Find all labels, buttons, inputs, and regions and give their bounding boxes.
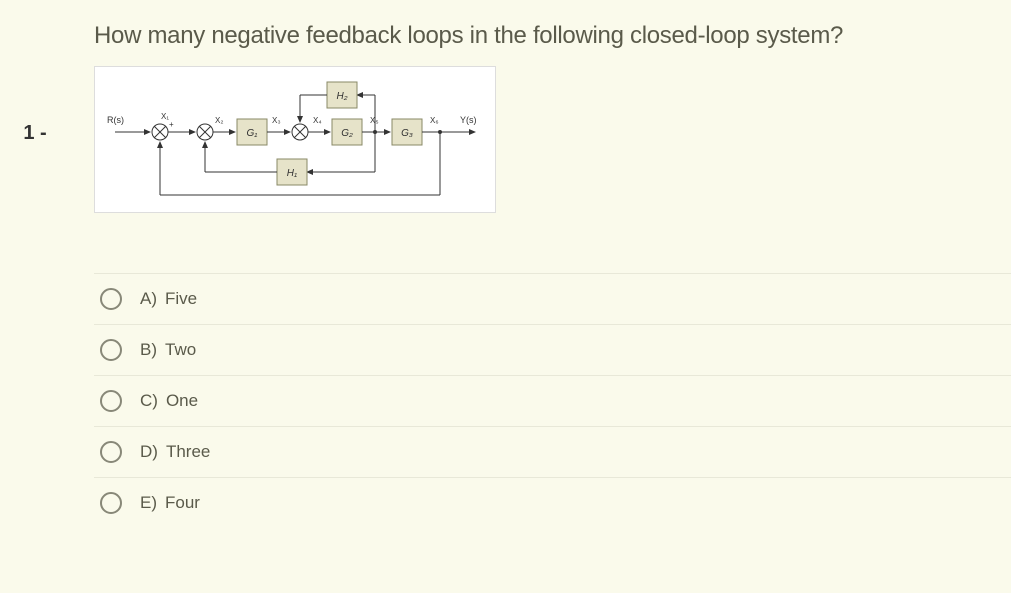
option-c[interactable]: C) One — [94, 376, 1011, 427]
label-G3: G₃ — [401, 128, 413, 139]
label-X3: X₃ — [272, 116, 281, 125]
option-letter: E) — [140, 493, 157, 513]
option-d[interactable]: D) Three — [94, 427, 1011, 478]
label-H1: H₁ — [287, 168, 297, 179]
label-G1: G₁ — [247, 128, 258, 139]
radio-icon — [100, 441, 122, 463]
label-X2: X₂ — [215, 116, 223, 125]
option-b[interactable]: B) Two — [94, 325, 1011, 376]
radio-icon — [100, 390, 122, 412]
label-X4: X₄ — [313, 116, 322, 125]
label-Y: Y(s) — [460, 115, 477, 125]
option-text: Three — [166, 442, 210, 462]
option-text: One — [166, 391, 198, 411]
label-H2: H₂ — [336, 91, 347, 102]
label-G2: G₂ — [341, 128, 353, 139]
options-list: A) Five B) Two C) One D) Three E) Fo — [94, 273, 1011, 528]
question-number: 1 - — [0, 22, 70, 528]
label-R: R(s) — [107, 115, 124, 125]
option-a[interactable]: A) Five — [94, 273, 1011, 325]
svg-text:+: + — [169, 120, 174, 129]
radio-icon — [100, 288, 122, 310]
option-e[interactable]: E) Four — [94, 478, 1011, 528]
option-text: Four — [165, 493, 200, 513]
option-text: Two — [165, 340, 196, 360]
option-letter: C) — [140, 391, 158, 411]
radio-icon — [100, 339, 122, 361]
question-text: How many negative feedback loops in the … — [94, 22, 1011, 50]
block-diagram: R(s) X₁ + X₂ G₁ X₃ — [94, 66, 496, 213]
label-X5: X₅ — [370, 116, 379, 125]
option-letter: B) — [140, 340, 157, 360]
option-letter: A) — [140, 289, 157, 309]
radio-icon — [100, 492, 122, 514]
option-letter: D) — [140, 442, 158, 462]
option-text: Five — [165, 289, 197, 309]
label-X6: X₆ — [430, 116, 439, 125]
